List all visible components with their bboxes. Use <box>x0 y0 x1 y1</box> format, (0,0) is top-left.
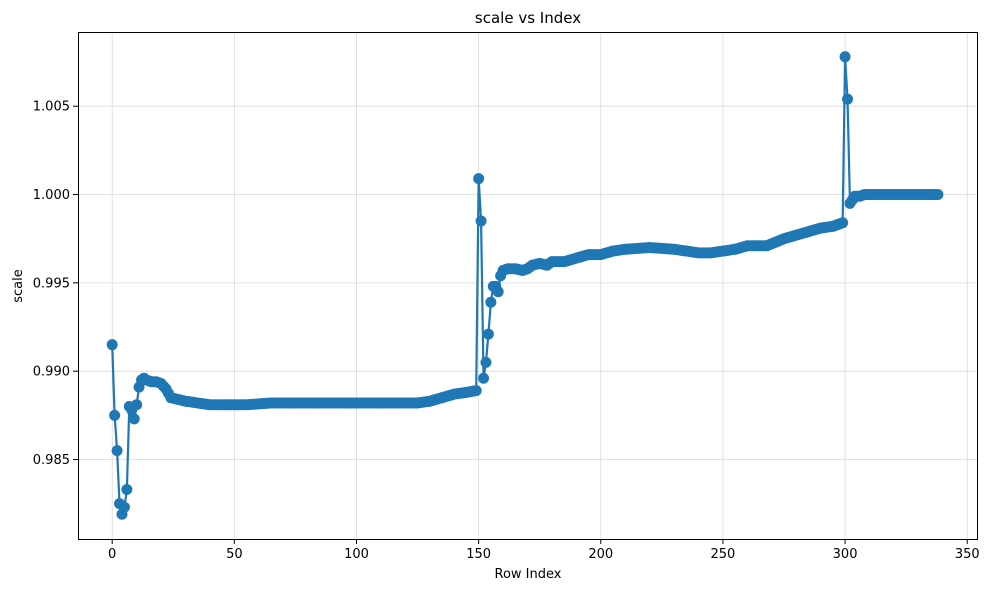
data-point <box>121 484 133 496</box>
data-point <box>482 328 494 340</box>
y-axis-label: scale <box>11 269 26 303</box>
data-point <box>470 385 482 397</box>
x-axis-label: Row Index <box>495 567 562 582</box>
y-tick-label: 0.990 <box>33 365 70 380</box>
y-tick-label: 1.005 <box>33 100 70 115</box>
data-point <box>478 372 490 384</box>
data-point <box>492 286 504 298</box>
data-point <box>109 409 121 421</box>
x-tick-label: 150 <box>466 547 491 562</box>
data-point <box>128 413 140 425</box>
data-point <box>837 217 849 229</box>
plot-frame <box>78 32 978 540</box>
data-point <box>485 296 497 308</box>
data-point <box>131 399 143 411</box>
series-line <box>106 51 944 520</box>
x-tick-label: 250 <box>711 547 736 562</box>
x-tick-label: 300 <box>833 547 858 562</box>
data-point <box>842 93 854 105</box>
data-point <box>475 215 487 227</box>
chart-title: scale vs Index <box>475 9 581 27</box>
data-point <box>480 356 492 368</box>
data-point <box>106 339 118 351</box>
y-tick-label: 0.995 <box>33 276 70 291</box>
x-axis-ticks: 0 50 100 150 200 250 300 350 <box>108 539 980 562</box>
x-tick-label: 50 <box>226 547 243 562</box>
y-axis-ticks: 0.985 0.990 0.995 1.000 1.005 <box>33 100 78 468</box>
x-tick-label: 200 <box>588 547 613 562</box>
x-tick-label: 0 <box>108 547 116 562</box>
data-point <box>932 189 944 201</box>
data-point <box>839 51 851 63</box>
data-point <box>473 173 485 185</box>
data-point <box>118 501 130 513</box>
y-tick-label: 0.985 <box>33 453 70 468</box>
grid-lines <box>78 32 977 539</box>
x-tick-label: 100 <box>344 547 369 562</box>
x-tick-label: 350 <box>955 547 980 562</box>
y-tick-label: 1.000 <box>33 188 70 203</box>
data-point <box>111 445 123 457</box>
